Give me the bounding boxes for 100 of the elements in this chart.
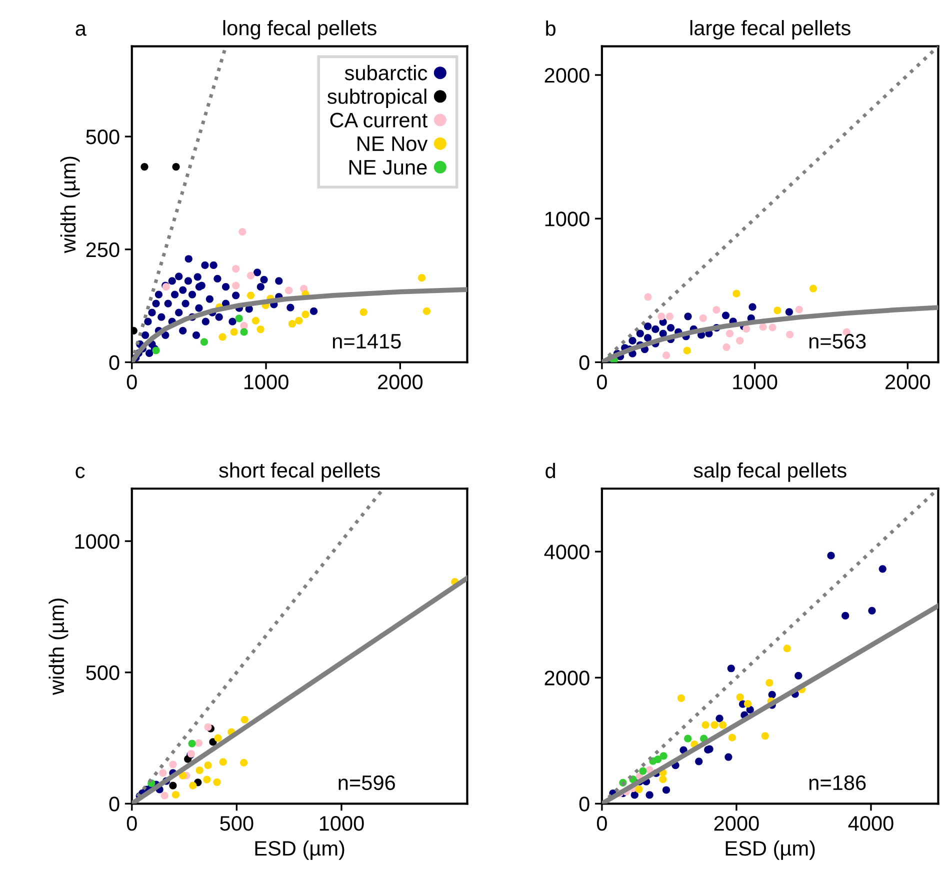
chart-title: long fecal pellets: [223, 20, 376, 40]
point: [295, 316, 303, 325]
point: [141, 331, 150, 339]
y-tick-label: 0: [109, 796, 120, 812]
point: [218, 333, 226, 341]
y-tick-label: 4000: [544, 544, 590, 560]
point: [202, 318, 210, 326]
point: [868, 606, 876, 615]
annotation: n=596: [338, 775, 395, 790]
point: [188, 290, 196, 298]
point: [275, 277, 283, 285]
x-tick-label: 4000: [848, 816, 894, 831]
point: [644, 322, 652, 330]
x-tick-label: 500: [220, 816, 254, 831]
point: [158, 313, 166, 321]
point: [768, 690, 776, 698]
point: [252, 316, 260, 325]
point: [169, 760, 177, 768]
x-axis-title: ESD (µm): [255, 840, 344, 860]
legend-label: CA current: [330, 112, 428, 128]
point: [630, 791, 638, 799]
point: [232, 282, 240, 290]
point: [198, 282, 206, 290]
text: d: [546, 462, 556, 478]
legend-label: NE Nov: [358, 136, 428, 152]
point: [684, 734, 692, 742]
y-tick-label: 2000: [544, 68, 590, 83]
point: [154, 290, 163, 298]
point: [677, 694, 685, 702]
point: [256, 283, 264, 291]
annotation: n=186: [809, 775, 866, 790]
legend-label: subtropical: [327, 88, 426, 108]
y-tick-label: 0: [579, 355, 590, 370]
annotation: n=563: [809, 334, 866, 349]
text: a: [76, 24, 86, 36]
point: [710, 721, 718, 729]
point: [288, 320, 296, 328]
point: [666, 324, 675, 332]
point: [182, 300, 190, 308]
point: [827, 552, 835, 560]
point: [146, 349, 154, 358]
x-tick-label: 0: [596, 816, 607, 831]
point: [774, 306, 782, 314]
point: [256, 325, 264, 334]
y-axis-title: width (µm): [48, 598, 68, 695]
point: [702, 721, 710, 729]
point: [175, 272, 183, 280]
point: [196, 766, 204, 774]
y-axis-title: width (µm): [60, 156, 80, 254]
x-tick-label: 0: [596, 374, 607, 390]
point: [175, 308, 183, 316]
point: [639, 767, 647, 775]
annotation: n=1415: [332, 334, 401, 349]
y-tick-label: 1000: [75, 534, 120, 549]
y-tick-label: 2000: [544, 670, 590, 686]
point: [660, 752, 668, 760]
x-tick-label: 1000: [320, 816, 364, 831]
point: [195, 304, 203, 312]
point: [214, 734, 222, 742]
point: [152, 300, 160, 308]
point: [727, 664, 735, 672]
point: [744, 700, 752, 708]
point: [204, 723, 212, 731]
point: [878, 565, 886, 573]
point: [695, 758, 703, 766]
point: [254, 268, 262, 276]
point: [172, 790, 180, 799]
point: [635, 786, 643, 794]
point: [644, 293, 652, 301]
point: [159, 769, 167, 777]
point: [238, 228, 246, 236]
point: [213, 778, 221, 786]
point: [766, 679, 774, 687]
point: [636, 330, 644, 338]
point: [748, 303, 756, 311]
point: [736, 693, 744, 701]
chart-title: salp fecal pellets: [694, 462, 846, 482]
point: [422, 307, 431, 316]
point: [736, 336, 744, 344]
point: [783, 644, 791, 652]
x-tick-label: 0: [126, 374, 137, 390]
point: [658, 312, 666, 320]
y-tick-label: 500: [86, 130, 120, 144]
point: [179, 772, 187, 780]
point: [144, 318, 152, 326]
point: [232, 292, 240, 300]
point: [724, 753, 732, 761]
point: [192, 331, 200, 339]
point: [172, 162, 180, 171]
point: [235, 314, 243, 322]
point: [201, 261, 209, 269]
point: [684, 312, 692, 320]
x-tick-label: 2000: [378, 374, 423, 390]
point: [171, 290, 179, 298]
text: c: [76, 466, 85, 478]
point: [644, 334, 652, 342]
point: [659, 776, 667, 784]
point: [418, 274, 426, 282]
legend-label: NE June: [349, 160, 427, 175]
point: [699, 314, 707, 322]
